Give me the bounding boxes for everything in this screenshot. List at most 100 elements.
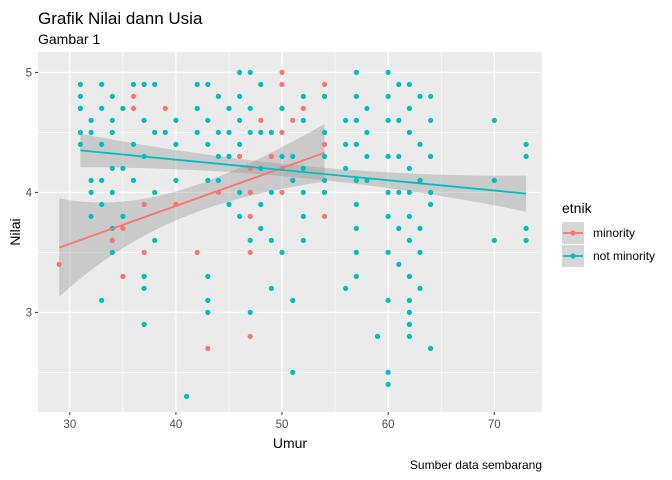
point-not-minority — [99, 105, 105, 111]
point-not-minority — [364, 105, 370, 111]
point-not-minority — [353, 225, 359, 231]
point-not-minority — [226, 129, 232, 135]
major-gridlines — [38, 52, 542, 412]
point-not-minority — [406, 189, 412, 195]
point-not-minority — [205, 81, 211, 87]
legend-label: minority — [593, 226, 635, 240]
point-not-minority — [226, 201, 232, 207]
point-not-minority — [237, 213, 243, 219]
y-tick-label: 3 — [26, 307, 32, 319]
point-not-minority — [205, 177, 211, 183]
point-not-minority — [258, 129, 264, 135]
point-not-minority — [279, 153, 285, 159]
point-not-minority — [321, 189, 328, 195]
point-minority — [205, 345, 211, 351]
point-minority — [321, 213, 328, 219]
point-not-minority — [205, 117, 211, 123]
trend-lines — [58, 149, 527, 249]
legend-label: not minority — [593, 249, 655, 263]
point-not-minority — [141, 273, 147, 279]
point-minority — [130, 105, 137, 111]
point-not-minority — [194, 105, 200, 111]
point-not-minority — [417, 249, 423, 255]
point-not-minority — [417, 93, 423, 99]
point-not-minority — [268, 237, 274, 243]
point-not-minority — [173, 177, 179, 183]
point-not-minority — [406, 321, 412, 327]
point-not-minority — [396, 225, 402, 231]
point-not-minority — [141, 81, 147, 87]
point-not-minority — [99, 201, 105, 207]
point-not-minority — [417, 225, 423, 231]
point-not-minority — [152, 129, 158, 135]
y-axis: 3 4 5 — [26, 67, 38, 319]
point-not-minority — [406, 333, 412, 339]
point-not-minority — [88, 213, 94, 219]
point-not-minority — [141, 285, 147, 291]
point-not-minority — [268, 285, 274, 291]
point-not-minority — [205, 273, 211, 279]
point-not-minority — [141, 321, 147, 327]
point-minority — [290, 117, 296, 123]
point-not-minority — [364, 129, 370, 135]
point-not-minority — [385, 189, 391, 195]
point-not-minority — [385, 297, 391, 303]
x-axis: 30 40 50 60 70 — [63, 412, 501, 431]
point-not-minority — [120, 105, 126, 111]
point-not-minority — [406, 237, 412, 243]
point-not-minority — [99, 177, 105, 183]
point-not-minority — [396, 81, 402, 87]
point-not-minority — [321, 153, 328, 159]
point-minority — [247, 213, 253, 219]
x-tick-label: 50 — [276, 419, 289, 431]
point-not-minority — [343, 141, 349, 147]
point-not-minority — [237, 69, 243, 75]
point-not-minority — [385, 213, 391, 219]
chart-caption: Sumber data sembarang — [410, 458, 542, 472]
point-not-minority — [194, 81, 200, 87]
point-not-minority — [491, 117, 497, 123]
point-not-minority — [406, 309, 412, 315]
plot-panel — [38, 52, 542, 412]
point-not-minority — [290, 369, 296, 375]
point-not-minority — [88, 189, 94, 195]
point-not-minority — [353, 273, 359, 279]
point-not-minority — [247, 105, 253, 111]
point-not-minority — [428, 345, 434, 351]
point-not-minority — [406, 165, 412, 171]
point-not-minority — [523, 153, 529, 159]
point-not-minority — [130, 177, 137, 183]
point-not-minority — [406, 273, 412, 279]
point-minority — [56, 261, 62, 267]
point-not-minority — [247, 309, 253, 315]
point-minority — [258, 117, 264, 123]
point-not-minority — [194, 129, 200, 135]
point-not-minority — [152, 81, 158, 87]
point-not-minority — [491, 237, 497, 243]
point-minority — [279, 81, 285, 87]
point-not-minority — [417, 285, 423, 291]
x-tick-label: 60 — [382, 419, 395, 431]
trend-line-minority — [58, 151, 325, 249]
point-not-minority — [173, 117, 179, 123]
point-minority — [321, 141, 328, 147]
point-not-minority — [152, 189, 158, 195]
point-not-minority — [109, 165, 115, 171]
point-minority — [130, 93, 137, 99]
point-not-minority — [290, 297, 296, 303]
y-tick-label: 4 — [26, 187, 33, 199]
point-not-minority — [343, 285, 349, 291]
point-not-minority — [88, 129, 94, 135]
point-not-minority — [321, 93, 328, 99]
point-not-minority — [396, 153, 402, 159]
point-not-minority — [523, 141, 529, 147]
point-minority — [120, 225, 126, 231]
point-not-minority — [353, 117, 359, 123]
point-minority — [321, 81, 328, 87]
point-not-minority — [491, 177, 497, 183]
point-not-minority — [215, 153, 221, 159]
point-not-minority — [279, 249, 285, 255]
point-not-minority — [247, 237, 253, 243]
point-not-minority — [417, 177, 423, 183]
